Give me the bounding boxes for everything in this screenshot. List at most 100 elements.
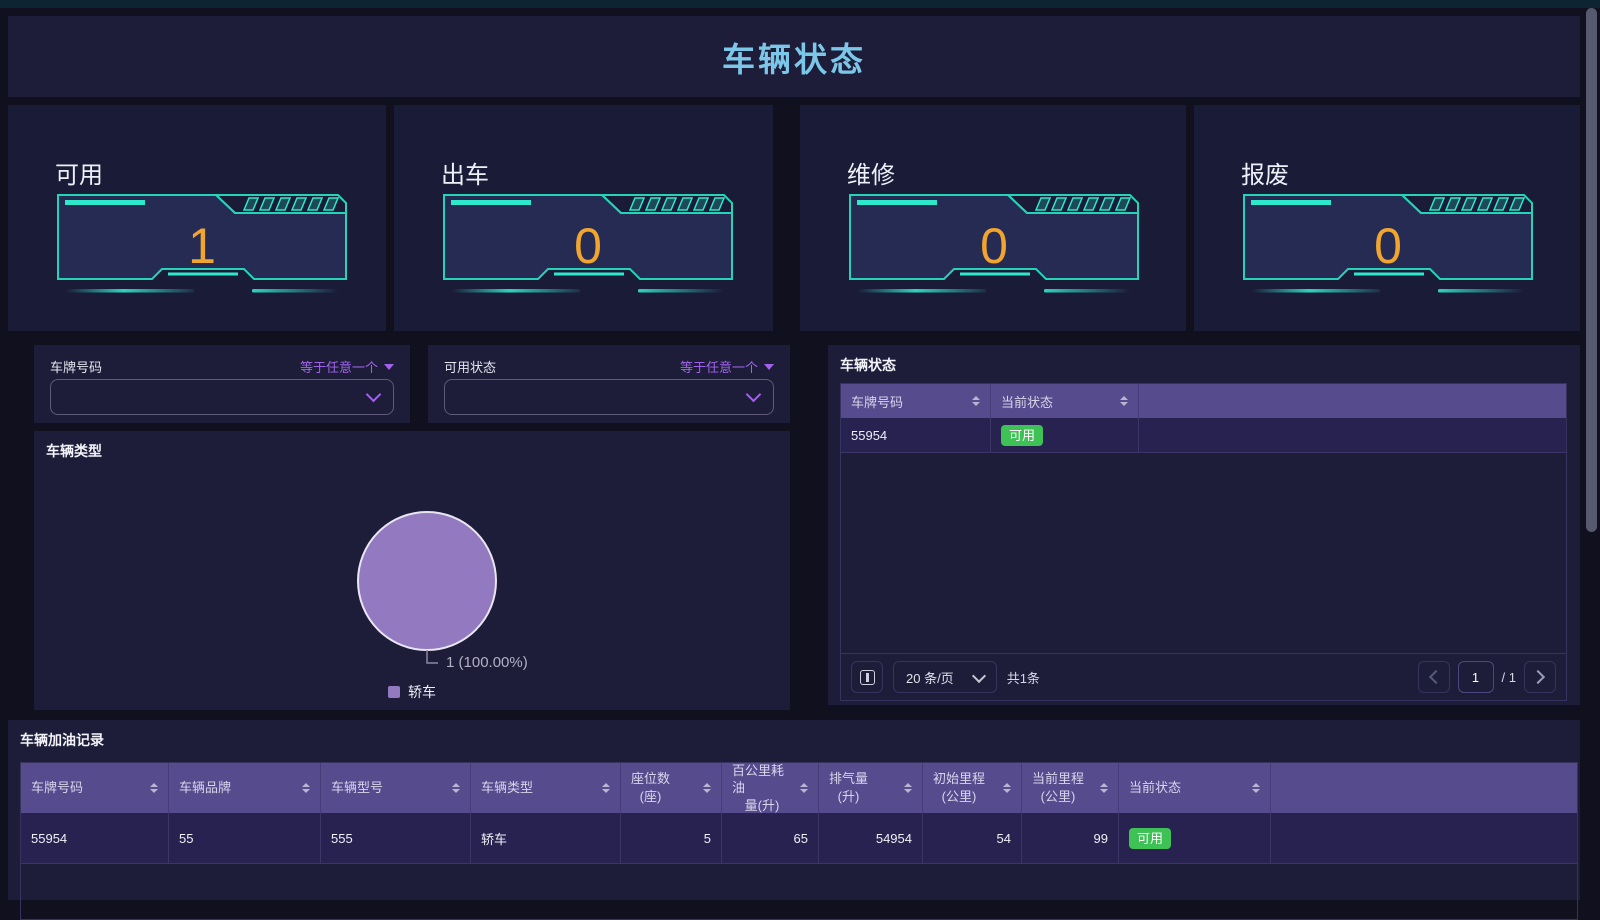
table-header-row: 车牌号码 车辆品牌 车辆型号 车辆类型 座位数 (座) 百公里耗油 量(升) — [21, 763, 1577, 813]
table-body-empty — [21, 864, 1577, 919]
cell-current-mileage: 99 — [1022, 813, 1119, 863]
table-body-empty — [841, 453, 1566, 653]
page-header: 车辆状态 — [8, 16, 1580, 97]
column-header-displacement[interactable]: 排气量 (升) — [819, 763, 923, 813]
table-row: 55954 55 555 轿车 5 65 54954 54 99 可用 — [21, 813, 1577, 864]
chevron-down-icon — [745, 386, 762, 403]
sort-icon — [792, 783, 808, 793]
fuel-record-panel: 车辆加油记录 车牌号码 车辆品牌 车辆型号 车辆类型 座位数 (座) — [8, 720, 1580, 920]
cell-seats: 5 — [621, 813, 722, 863]
stat-label: 维修 — [847, 162, 895, 189]
cell-type: 轿车 — [471, 813, 621, 863]
caret-down-icon — [384, 363, 394, 370]
techbox-decoration — [57, 194, 347, 293]
column-header-initial-mileage[interactable]: 初始里程 (公里) — [923, 763, 1022, 813]
chevron-down-icon — [971, 668, 986, 683]
stat-card-available: 可用 1 — [8, 105, 386, 331]
filter-label: 车牌号码 — [50, 360, 103, 375]
column-header-seats[interactable]: 座位数 (座) — [621, 763, 722, 813]
caret-down-icon — [764, 363, 774, 370]
column-header-brand[interactable]: 车辆品牌 — [169, 763, 321, 813]
status-badge: 可用 — [1001, 424, 1044, 446]
techbox-decoration — [1243, 194, 1533, 293]
cell-status: 可用 — [991, 418, 1139, 452]
next-page-button[interactable] — [1524, 661, 1556, 693]
page-size-select[interactable]: 20 条/页 — [893, 661, 997, 693]
techbox-decoration — [443, 194, 733, 293]
stat-value: 0 — [980, 218, 1008, 274]
pie-callout-label: 1 (100.00%) — [446, 654, 528, 671]
stat-value-box: 0 — [848, 193, 1140, 305]
column-header-filler — [1271, 763, 1577, 813]
cell-initial-mileage: 54 — [923, 813, 1022, 863]
filter-value-select[interactable] — [50, 379, 394, 415]
table-header-row: 车牌号码 当前状态 — [841, 384, 1566, 418]
sort-icon — [1092, 783, 1108, 793]
pie-callout-line — [426, 650, 438, 664]
columns-icon — [859, 669, 875, 685]
column-label: 当前状态 — [1001, 394, 1054, 410]
cell-plate: 55954 — [21, 813, 169, 863]
stat-label: 报废 — [1241, 162, 1289, 189]
page-total-label: / 1 — [1501, 669, 1516, 685]
vehicle-type-panel: 车辆类型 1 (100.00%) 轿车 — [34, 431, 790, 710]
chevron-right-icon — [1530, 669, 1546, 685]
sort-icon — [695, 783, 711, 793]
vehicle-status-panel: 车辆状态 车牌号码 当前状态 55954 可用 2 — [828, 345, 1580, 705]
column-header-plate[interactable]: 车牌号码 — [21, 763, 169, 813]
filter-operator-dropdown[interactable]: 等于任意一个 — [300, 357, 394, 376]
table-row: 55954 可用 — [841, 418, 1566, 453]
pie-slice-sedan[interactable] — [357, 511, 497, 651]
column-settings-button[interactable] — [851, 661, 883, 693]
stat-label: 出车 — [441, 162, 489, 189]
cell-filler — [1271, 813, 1577, 863]
panel-title: 车辆类型 — [46, 443, 102, 459]
sort-icon — [896, 783, 912, 793]
column-header-current-mileage[interactable]: 当前里程 (公里) — [1022, 763, 1119, 813]
fuel-table: 车牌号码 车辆品牌 车辆型号 车辆类型 座位数 (座) 百公里耗油 量(升) — [20, 762, 1578, 920]
filter-operator-label: 等于任意一个 — [679, 360, 758, 375]
cell-model: 555 — [321, 813, 471, 863]
filter-availability-status: 可用状态 等于任意一个 — [428, 345, 790, 423]
column-header-filler — [1139, 384, 1566, 418]
legend-label: 轿车 — [408, 684, 436, 700]
total-count: 共1条 — [1006, 670, 1040, 686]
sort-icon — [444, 783, 460, 793]
filter-label: 可用状态 — [444, 360, 497, 375]
column-header-fuel-consumption[interactable]: 百公里耗油 量(升) — [722, 763, 819, 813]
chevron-down-icon — [365, 386, 382, 403]
cell-fuel-consumption: 65 — [722, 813, 819, 863]
page-number-input[interactable]: 1 — [1457, 661, 1494, 693]
sort-icon — [1244, 783, 1260, 793]
prev-page-button[interactable] — [1417, 661, 1450, 693]
techbox-decoration — [849, 194, 1139, 293]
sort-icon — [294, 783, 310, 793]
status-table: 车牌号码 当前状态 55954 可用 20 条/页 — [840, 383, 1567, 701]
filter-plate-number: 车牌号码 等于任意一个 — [34, 345, 410, 423]
stat-value-box: 0 — [442, 193, 734, 305]
filter-header: 可用状态 等于任意一个 — [428, 345, 790, 376]
pagination-bar: 20 条/页 共1条 1 / 1 — [841, 653, 1566, 700]
column-header-status[interactable]: 当前状态 — [991, 384, 1139, 418]
panel-title: 车辆状态 — [840, 357, 896, 373]
column-header-model[interactable]: 车辆型号 — [321, 763, 471, 813]
sort-icon — [995, 783, 1011, 793]
column-header-type[interactable]: 车辆类型 — [471, 763, 621, 813]
cell-status: 可用 — [1119, 813, 1271, 863]
page-size-value: 20 条/页 — [906, 670, 954, 686]
stat-value: 1 — [188, 218, 216, 274]
stat-value: 0 — [1374, 218, 1402, 274]
column-header-plate[interactable]: 车牌号码 — [841, 384, 991, 418]
stat-card-scrapped: 报废 0 — [1194, 105, 1580, 331]
filter-operator-dropdown[interactable]: 等于任意一个 — [680, 357, 774, 376]
column-header-status[interactable]: 当前状态 — [1119, 763, 1271, 813]
stat-label: 可用 — [55, 162, 103, 189]
scrollbar-thumb[interactable] — [1586, 8, 1597, 532]
pie-chart — [357, 511, 497, 664]
filter-operator-label: 等于任意一个 — [299, 360, 378, 375]
filter-value-select[interactable] — [444, 379, 774, 415]
sort-icon — [964, 396, 980, 406]
pie-legend[interactable]: 轿车 — [34, 682, 790, 702]
filter-header: 车牌号码 等于任意一个 — [34, 345, 410, 376]
sort-icon — [594, 783, 610, 793]
